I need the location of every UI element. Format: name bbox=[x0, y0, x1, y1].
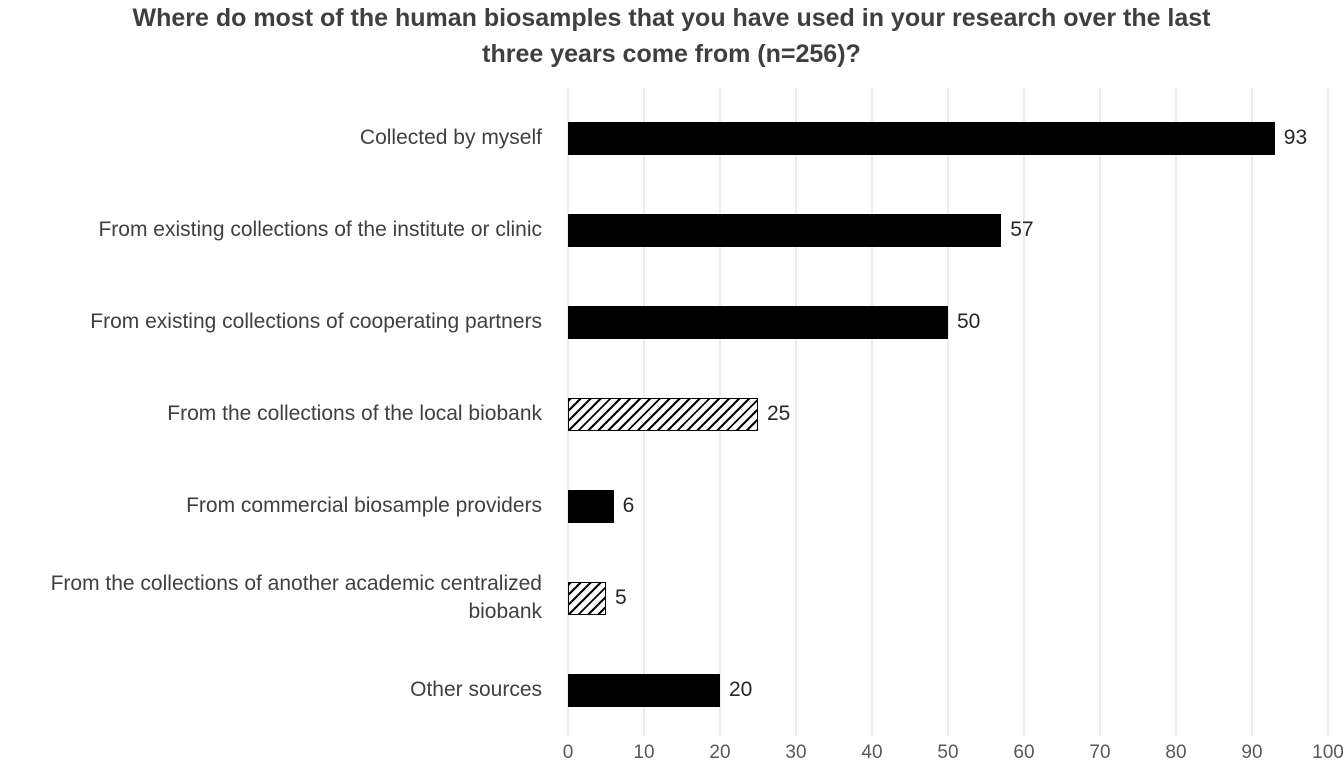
x-tick-label: 100 bbox=[1312, 742, 1343, 763]
x-tick-label: 50 bbox=[937, 742, 959, 763]
chart-title: Where do most of the human biosamples th… bbox=[132, 4, 1211, 69]
value-label: 50 bbox=[957, 310, 981, 333]
bar-hatched bbox=[568, 581, 606, 615]
value-label: 57 bbox=[1010, 218, 1034, 241]
gridline bbox=[1023, 88, 1025, 736]
category-label: From existing collections of cooperating… bbox=[90, 309, 542, 333]
bar-area: 50 bbox=[568, 305, 1328, 339]
x-axis-ticks: 0 10 20 30 40 50 60 70 80 90 100 bbox=[563, 742, 1343, 766]
value-label: 6 bbox=[622, 494, 635, 517]
category-label: From the collections of the local bioban… bbox=[167, 401, 542, 425]
category-label: From existing collections of the institu… bbox=[98, 217, 542, 241]
chart-row: From existing collections of the institu… bbox=[0, 184, 1328, 276]
chart-row: From the collections of the local bioban… bbox=[0, 368, 1328, 460]
bar-solid bbox=[568, 213, 1002, 247]
gridline bbox=[1327, 88, 1329, 736]
category-label: From commercial biosample providers bbox=[186, 493, 542, 517]
bar-area: 57 bbox=[568, 213, 1328, 247]
x-tick-label: 10 bbox=[633, 742, 655, 763]
chart-rows: Collected by myself 93 From existing colle… bbox=[0, 92, 1328, 736]
category-label: Collected by myself bbox=[359, 125, 542, 149]
bar-solid bbox=[568, 673, 720, 707]
chart-row: Collected by myself 93 bbox=[0, 92, 1328, 184]
x-tick-label: 30 bbox=[785, 742, 807, 763]
x-tick-label: 90 bbox=[1241, 742, 1263, 763]
bar-area: 20 bbox=[568, 673, 1328, 707]
category-label: From the collections of another academic… bbox=[50, 571, 542, 623]
x-tick-label: 80 bbox=[1165, 742, 1187, 763]
bar-area: 25 bbox=[568, 397, 1328, 431]
gridline bbox=[1175, 88, 1177, 736]
bar-solid bbox=[568, 305, 948, 339]
x-tick-label: 70 bbox=[1089, 742, 1111, 763]
bar-solid bbox=[568, 121, 1275, 155]
bar-hatched bbox=[568, 397, 758, 431]
gridline bbox=[1251, 88, 1253, 736]
gridline bbox=[795, 88, 797, 736]
gridline bbox=[871, 88, 873, 736]
value-label: 5 bbox=[615, 586, 627, 609]
gridline bbox=[947, 88, 949, 736]
chart-row: Other sources 20 bbox=[0, 644, 1328, 736]
bar-area: 93 bbox=[568, 121, 1328, 155]
bar-area: 6 bbox=[568, 489, 1328, 523]
value-label: 25 bbox=[767, 402, 791, 425]
value-label: 93 bbox=[1283, 126, 1308, 149]
chart-row: From existing collections of cooperating… bbox=[0, 276, 1328, 368]
bar-area: 5 bbox=[568, 581, 1328, 615]
category-label: Other sources bbox=[410, 677, 542, 701]
x-tick-label: 60 bbox=[1013, 742, 1035, 763]
x-tick-label: 0 bbox=[562, 742, 574, 763]
x-tick-label: 40 bbox=[861, 742, 883, 763]
x-tick-label: 20 bbox=[709, 742, 731, 763]
gridline bbox=[1099, 88, 1101, 736]
value-label: 20 bbox=[729, 678, 753, 701]
chart-row: From the collections of another academic… bbox=[0, 552, 1328, 644]
bar-solid bbox=[568, 489, 614, 523]
chart-row: From commercial biosample providers 6 bbox=[0, 460, 1328, 552]
